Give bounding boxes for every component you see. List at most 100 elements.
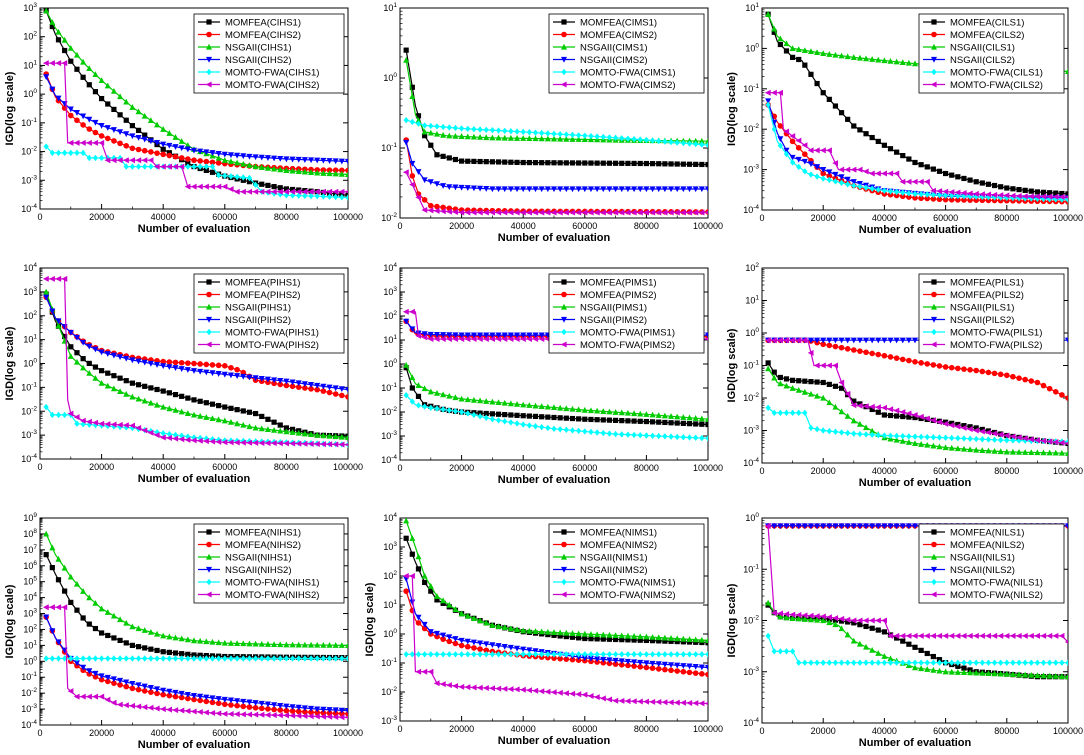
data-point — [301, 168, 308, 175]
data-point — [179, 393, 185, 399]
data-point — [197, 697, 203, 704]
data-point — [686, 699, 693, 706]
data-point — [680, 161, 686, 167]
data-point — [421, 334, 428, 341]
data-point — [98, 123, 105, 129]
data-point — [979, 659, 985, 666]
data-point — [142, 163, 148, 170]
data-point — [477, 134, 484, 140]
data-point — [409, 651, 415, 658]
data-point — [86, 82, 92, 88]
series-NSGAII(NIMS2) — [403, 576, 708, 671]
data-point — [905, 178, 912, 185]
data-point — [314, 655, 320, 662]
data-point — [686, 414, 693, 421]
data-point — [264, 376, 271, 383]
data-point — [465, 410, 471, 417]
data-point — [801, 616, 808, 622]
data-point — [1065, 450, 1068, 456]
data-point — [209, 695, 216, 702]
data-point — [421, 385, 428, 392]
data-point — [289, 156, 296, 163]
data-point — [1021, 193, 1028, 200]
data-point — [415, 553, 422, 560]
data-point — [92, 129, 99, 136]
data-point — [55, 275, 62, 282]
data-point — [464, 209, 471, 216]
data-point — [409, 599, 416, 606]
data-point — [544, 135, 551, 142]
data-point — [73, 51, 80, 58]
data-point — [221, 710, 228, 717]
data-point — [154, 655, 160, 662]
series-NSGAII(NIMS1) — [403, 518, 708, 644]
data-point — [1034, 437, 1040, 444]
data-point — [624, 209, 631, 216]
data-point — [698, 636, 705, 643]
data-point — [258, 640, 265, 647]
data-point — [875, 523, 882, 530]
data-point — [166, 364, 173, 370]
data-point — [74, 655, 80, 662]
data-point — [838, 110, 845, 116]
data-point — [680, 433, 686, 441]
y-tick-label: 104 — [383, 512, 397, 523]
data-point — [209, 150, 216, 156]
data-point — [428, 588, 434, 594]
data-point — [49, 86, 56, 93]
data-point — [307, 188, 314, 195]
data-point — [240, 188, 246, 195]
data-point — [881, 432, 887, 439]
data-point — [838, 385, 845, 391]
data-point — [246, 655, 253, 662]
data-point — [545, 654, 551, 661]
data-point — [514, 159, 520, 165]
data-point — [452, 682, 459, 689]
data-point — [320, 641, 327, 648]
data-point — [295, 380, 302, 387]
data-point — [856, 617, 863, 624]
data-point — [332, 391, 339, 397]
legend-marker — [561, 316, 567, 323]
data-point — [92, 670, 99, 677]
data-point — [135, 127, 142, 133]
data-point — [1009, 671, 1016, 677]
data-point — [698, 664, 705, 671]
data-point — [55, 555, 62, 562]
data-point — [826, 337, 833, 344]
data-point — [246, 704, 253, 710]
data-point — [661, 186, 668, 193]
data-point — [135, 146, 142, 153]
data-point — [234, 159, 241, 166]
data-point — [117, 375, 123, 381]
data-point — [765, 11, 772, 17]
data-point — [166, 633, 173, 640]
data-point — [446, 392, 453, 399]
data-point — [954, 189, 961, 196]
legend-marker — [561, 31, 567, 38]
data-point — [415, 194, 422, 201]
data-point — [881, 337, 888, 344]
data-point — [948, 189, 955, 196]
data-point — [197, 361, 203, 367]
data-point — [582, 160, 588, 166]
data-point — [222, 404, 228, 410]
data-point — [526, 336, 532, 343]
data-point — [637, 186, 644, 193]
y-axis-title: IGD(log scale) — [364, 582, 376, 656]
data-point — [808, 379, 814, 385]
data-point — [440, 651, 446, 658]
data-point — [674, 635, 681, 642]
data-point — [178, 635, 185, 642]
data-point — [1016, 437, 1022, 444]
data-point — [439, 681, 446, 688]
data-point — [332, 385, 339, 392]
data-point — [403, 139, 410, 146]
data-point — [814, 616, 821, 623]
data-point — [520, 159, 526, 166]
y-tick-label: 10-2 — [743, 123, 759, 134]
data-point — [765, 599, 772, 606]
y-tick-label: 10-3 — [381, 430, 397, 441]
data-point — [668, 667, 674, 674]
data-point — [887, 432, 894, 439]
